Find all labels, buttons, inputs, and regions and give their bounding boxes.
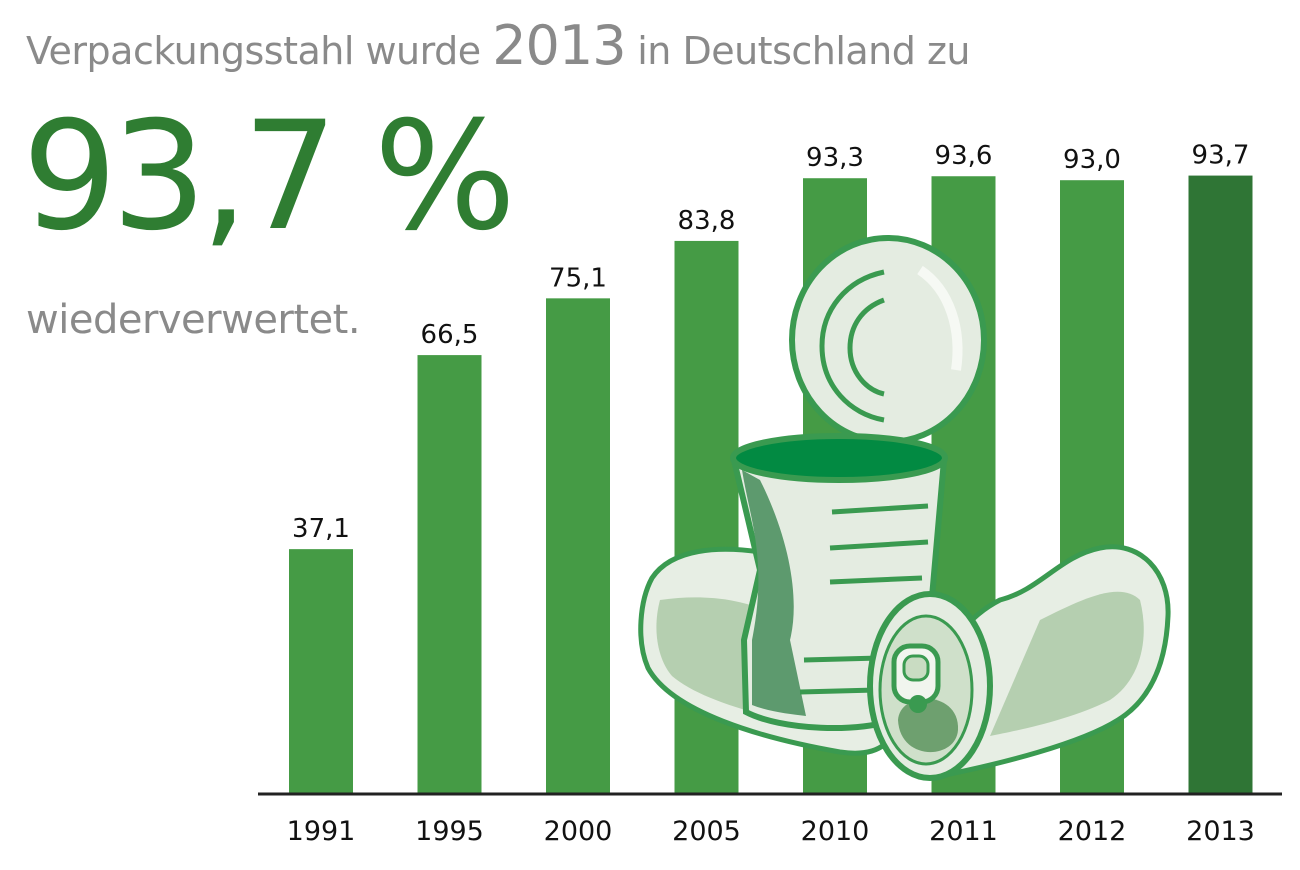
headline-prefix: Verpackungsstahl wurde <box>26 29 481 73</box>
x-tick-label-2011: 2011 <box>929 816 998 847</box>
value-label-2012: 93,0 <box>1063 145 1121 175</box>
subline: wiederverwertet. <box>26 297 361 343</box>
value-label-1995: 66,5 <box>421 320 479 350</box>
steel-cans-icon <box>638 235 1171 781</box>
recycling-rate-value: 93,7 % <box>22 90 516 264</box>
value-label-2013: 93,7 <box>1192 141 1250 171</box>
x-tick-label-2012: 2012 <box>1058 816 1127 847</box>
x-tick-label-2010: 2010 <box>801 816 870 847</box>
headline-suffix: in Deutschland zu <box>637 29 970 73</box>
x-tick-labels-group: 1991 1995 2000 2005 2010 2011 2012 2013 <box>287 816 1255 847</box>
value-label-1991: 37,1 <box>292 514 350 544</box>
headline: Verpackungsstahl wurde 2013 in Deutschla… <box>26 10 970 87</box>
value-labels-group: 37,1 66,5 75,1 83,8 93,3 93,6 93,0 93,7 <box>292 141 1249 545</box>
value-label-2000: 75,1 <box>549 263 607 293</box>
value-label-2011: 93,6 <box>935 141 993 171</box>
x-tick-label-2013: 2013 <box>1186 816 1255 847</box>
value-label-2005: 83,8 <box>678 206 736 236</box>
x-tick-label-1995: 1995 <box>415 816 484 847</box>
bar-1995 <box>417 355 482 794</box>
x-tick-label-2000: 2000 <box>544 816 613 847</box>
x-tick-label-1991: 1991 <box>287 816 356 847</box>
value-label-2010: 93,3 <box>806 143 864 173</box>
bar-1991 <box>289 549 353 794</box>
headline-year: 2013 <box>492 14 626 77</box>
bar-2013 <box>1188 175 1253 794</box>
bar-2000 <box>546 298 610 794</box>
x-tick-label-2005: 2005 <box>672 816 741 847</box>
